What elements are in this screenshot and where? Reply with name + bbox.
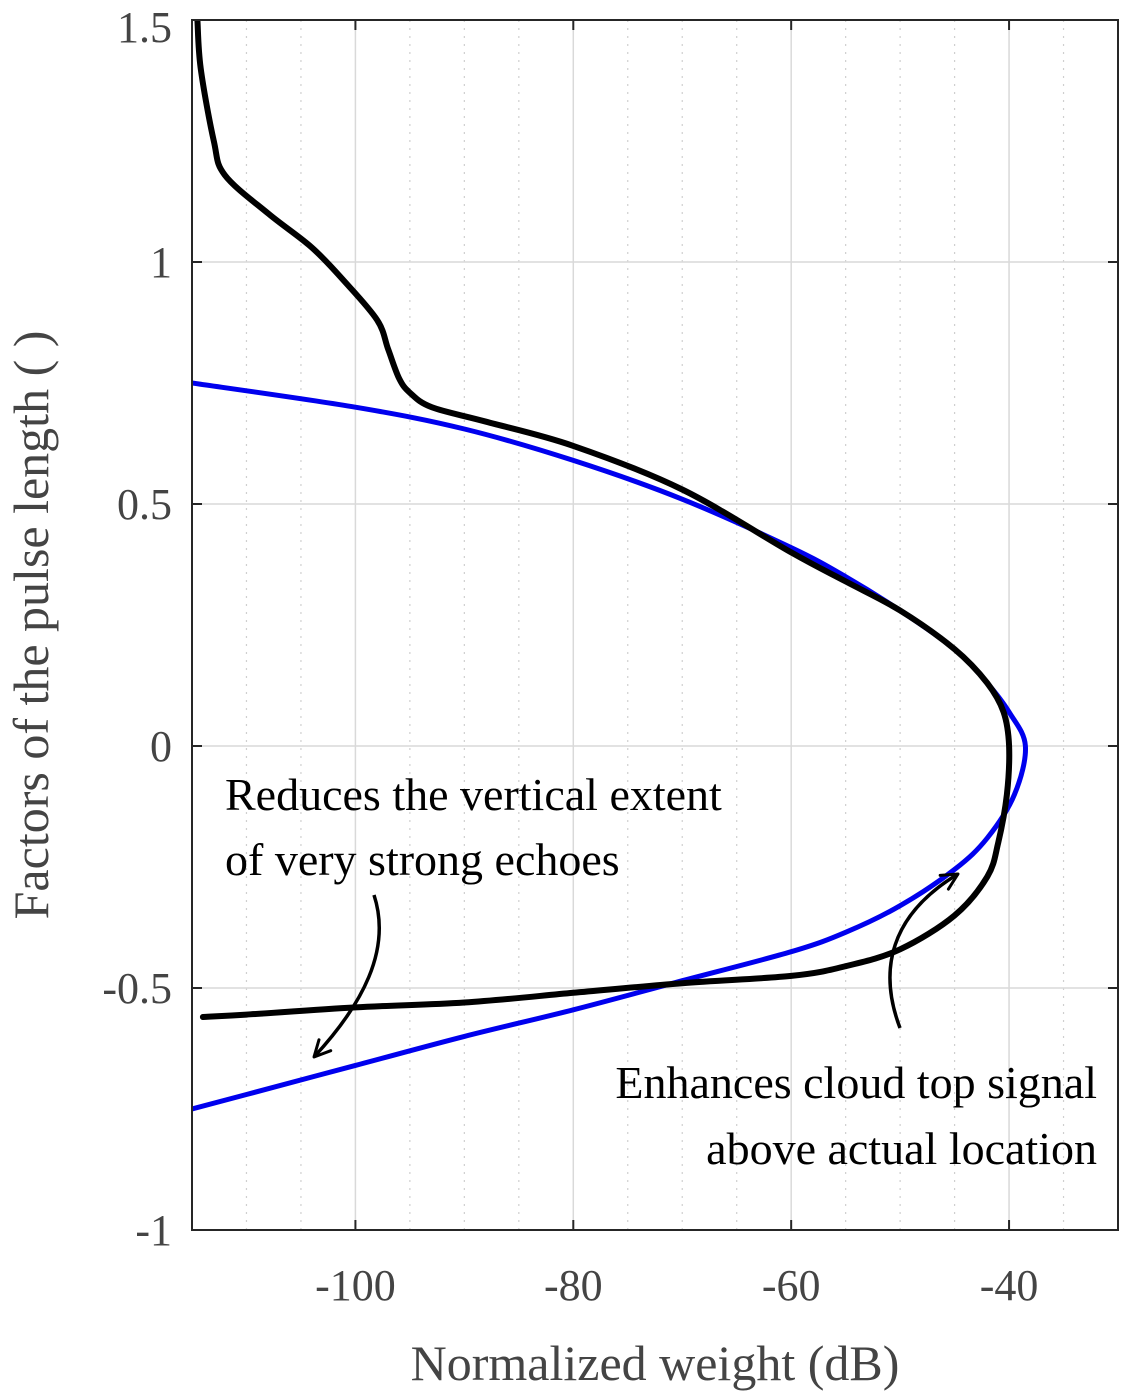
y-tick-label: 1 [150, 238, 172, 287]
major-gridlines [192, 20, 1118, 1230]
x-tick-label: -40 [980, 1261, 1039, 1310]
x-tick-label: -100 [315, 1261, 396, 1310]
annotation-cloud-top-line2: above actual location [706, 1123, 1097, 1174]
annotation-strong-echoes-line2: of very strong echoes [225, 834, 620, 885]
minor-gridlines [245, 20, 1119, 1230]
y-axis-title: Factors of the pulse length ( ) [3, 331, 59, 920]
axis-ticks [192, 19, 1118, 1231]
y-tick-labels: -1 -0.5 0 0.5 1 1.5 [102, 3, 172, 1255]
plot-frame [191, 19, 1119, 1231]
y-tick-label: 1.5 [117, 3, 172, 52]
series-line-black [194, 20, 1013, 1020]
arrow-strong-echoes [312, 894, 382, 1059]
x-axis-title: Normalized weight (dB) [411, 1335, 900, 1391]
y-tick-label: -1 [135, 1206, 172, 1255]
x-tick-label: -80 [544, 1261, 603, 1310]
y-tick-label: -0.5 [102, 964, 172, 1013]
arrow-cloud-top [888, 872, 960, 1029]
y-tick-label: 0.5 [117, 480, 172, 529]
annotation-strong-echoes: Reduces the vertical extent of very stro… [225, 769, 722, 1059]
annotation-cloud-top: Enhances cloud top signal above actual l… [615, 872, 1097, 1174]
series-line-blue [192, 380, 1028, 1112]
annotation-cloud-top-line1: Enhances cloud top signal [615, 1057, 1097, 1108]
series-lines [192, 20, 1028, 1112]
y-tick-label: 0 [150, 722, 172, 771]
annotation-strong-echoes-line1: Reduces the vertical extent [225, 769, 722, 820]
x-tick-labels: -100 -80 -60 -40 [315, 1261, 1038, 1310]
x-tick-label: -60 [762, 1261, 821, 1310]
